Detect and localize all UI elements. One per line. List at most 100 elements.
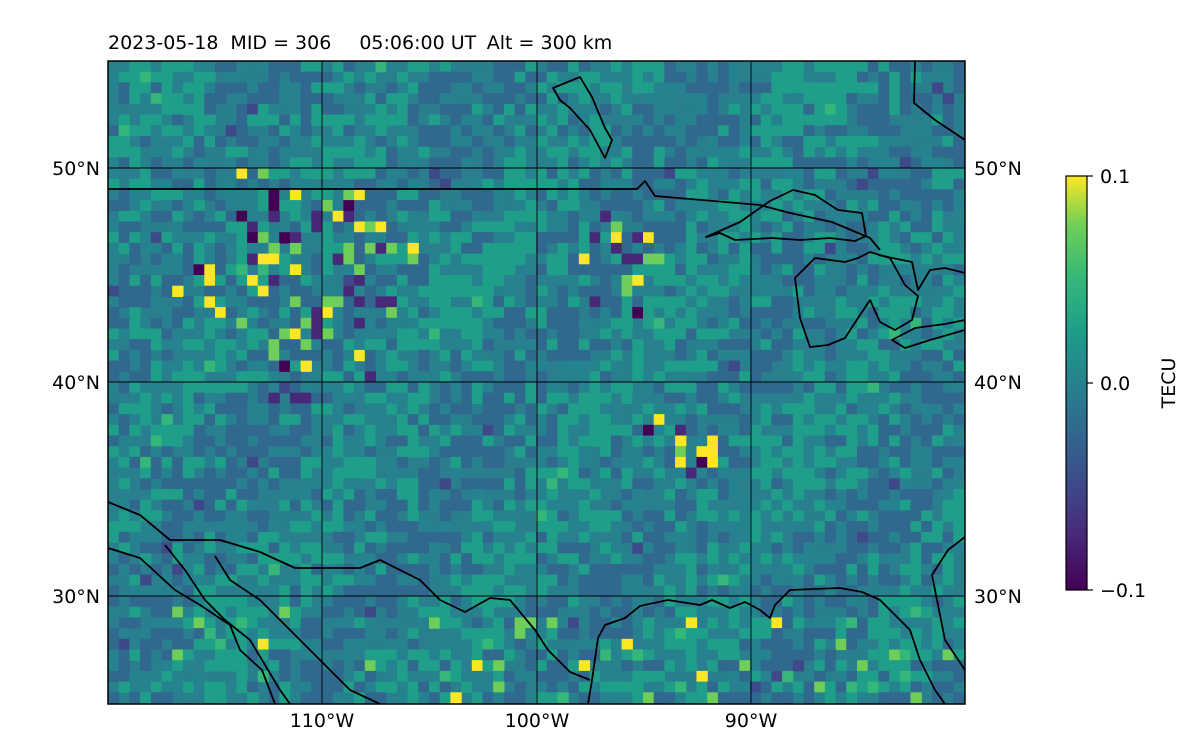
tec-pixel <box>300 339 312 351</box>
tec-pixel <box>247 542 259 554</box>
tec-pixel <box>643 382 655 394</box>
tec-pixel <box>632 242 644 255</box>
tec-pixel <box>803 542 815 554</box>
tec-pixel <box>161 392 173 404</box>
tec-pixel <box>268 542 280 554</box>
tec-pixel <box>621 253 633 265</box>
tec-pixel <box>172 328 184 340</box>
tec-pixel <box>204 210 216 223</box>
tec-pixel <box>568 135 580 148</box>
tec-pixel <box>824 125 837 137</box>
tec-pixel <box>225 392 237 404</box>
tec-pixel <box>867 178 879 190</box>
tec-pixel <box>760 349 772 362</box>
tec-pixel <box>632 328 644 340</box>
tec-pixel <box>289 563 302 576</box>
tec-pixel <box>814 670 826 683</box>
gridlines <box>108 61 965 704</box>
tec-pixel <box>343 446 355 458</box>
tec-pixel <box>653 478 665 490</box>
tec-pixel <box>782 542 794 554</box>
tec-pixel <box>461 114 473 126</box>
tec-pixel <box>300 660 312 672</box>
tec-pixel <box>771 489 783 501</box>
tec-pixel <box>578 221 591 233</box>
tec-pixel <box>899 510 912 522</box>
tec-pixel <box>482 606 494 618</box>
tec-pixel <box>750 628 762 640</box>
tec-pixel <box>279 189 291 201</box>
tec-pixel <box>289 317 302 330</box>
tec-pixel <box>717 135 730 148</box>
tec-pixel <box>610 61 623 73</box>
tec-pixel <box>118 264 130 276</box>
tec-pixel <box>910 71 922 83</box>
tec-pixel <box>889 200 901 212</box>
tec-pixel <box>621 135 633 148</box>
tec-pixel <box>792 478 805 490</box>
tec-pixel <box>525 61 537 73</box>
tec-pixel <box>204 360 216 372</box>
lat-label-right-30: 30°N <box>974 586 1022 608</box>
tec-pixel <box>332 371 344 383</box>
tec-pixel <box>247 499 259 511</box>
tec-pixel <box>610 307 623 319</box>
tec-pixel <box>118 446 130 458</box>
tec-pixel <box>664 317 676 330</box>
tec-pixel <box>525 93 537 105</box>
tec-pixel <box>942 253 954 265</box>
tec-pixel <box>739 424 751 437</box>
tec-pixel <box>536 328 548 340</box>
tec-pixel <box>685 574 698 586</box>
tec-pixel <box>439 617 451 629</box>
tec-pixel <box>236 328 248 340</box>
tec-pixel <box>750 296 762 308</box>
tec-pixel <box>696 563 708 576</box>
tec-pixel <box>857 692 869 704</box>
tec-pixel <box>418 93 430 105</box>
tec-pixel <box>396 114 409 126</box>
tec-pixel <box>717 168 730 180</box>
tec-pixel <box>322 521 334 533</box>
tec-pixel <box>664 125 676 137</box>
tec-pixel <box>664 435 676 447</box>
tec-pixel <box>471 71 484 83</box>
tec-pixel <box>653 317 665 330</box>
tec-pixel <box>322 221 334 233</box>
tec-pixel <box>835 253 847 265</box>
tec-pixel <box>910 317 922 330</box>
tec-pixel <box>204 275 216 287</box>
tec-pixel <box>450 542 462 554</box>
tec-pixel <box>632 103 644 116</box>
tec-pixel <box>257 168 270 180</box>
tec-pixel <box>750 542 762 554</box>
tec-pixel <box>696 210 708 223</box>
tec-pixel <box>600 285 612 297</box>
tec-pixel <box>322 307 334 319</box>
tec-pixel <box>546 61 558 73</box>
tec-pixel <box>150 339 163 351</box>
tec-pixel <box>867 103 879 116</box>
tec-pixel <box>332 617 344 629</box>
tec-pixel <box>696 275 708 287</box>
tec-pixel <box>429 189 441 201</box>
tec-pixel <box>621 467 633 479</box>
tec-pixel <box>300 82 312 94</box>
tec-pixel <box>750 499 762 511</box>
tec-pixel <box>418 125 430 137</box>
tec-pixel <box>215 660 227 672</box>
tec-pixel <box>129 510 141 522</box>
tec-pixel <box>835 542 847 554</box>
tec-pixel <box>889 125 901 137</box>
tec-pixel <box>942 200 954 212</box>
tec-pixel <box>696 349 708 362</box>
tec-pixel <box>461 563 473 576</box>
tec-pixel <box>172 125 184 137</box>
tec-pixel <box>750 157 762 169</box>
tec-pixel <box>632 71 644 83</box>
tec-pixel <box>931 178 944 190</box>
tec-pixel <box>172 210 184 223</box>
tec-pixel <box>696 221 708 233</box>
tec-pixel <box>685 414 698 426</box>
tec-pixel <box>760 103 772 116</box>
